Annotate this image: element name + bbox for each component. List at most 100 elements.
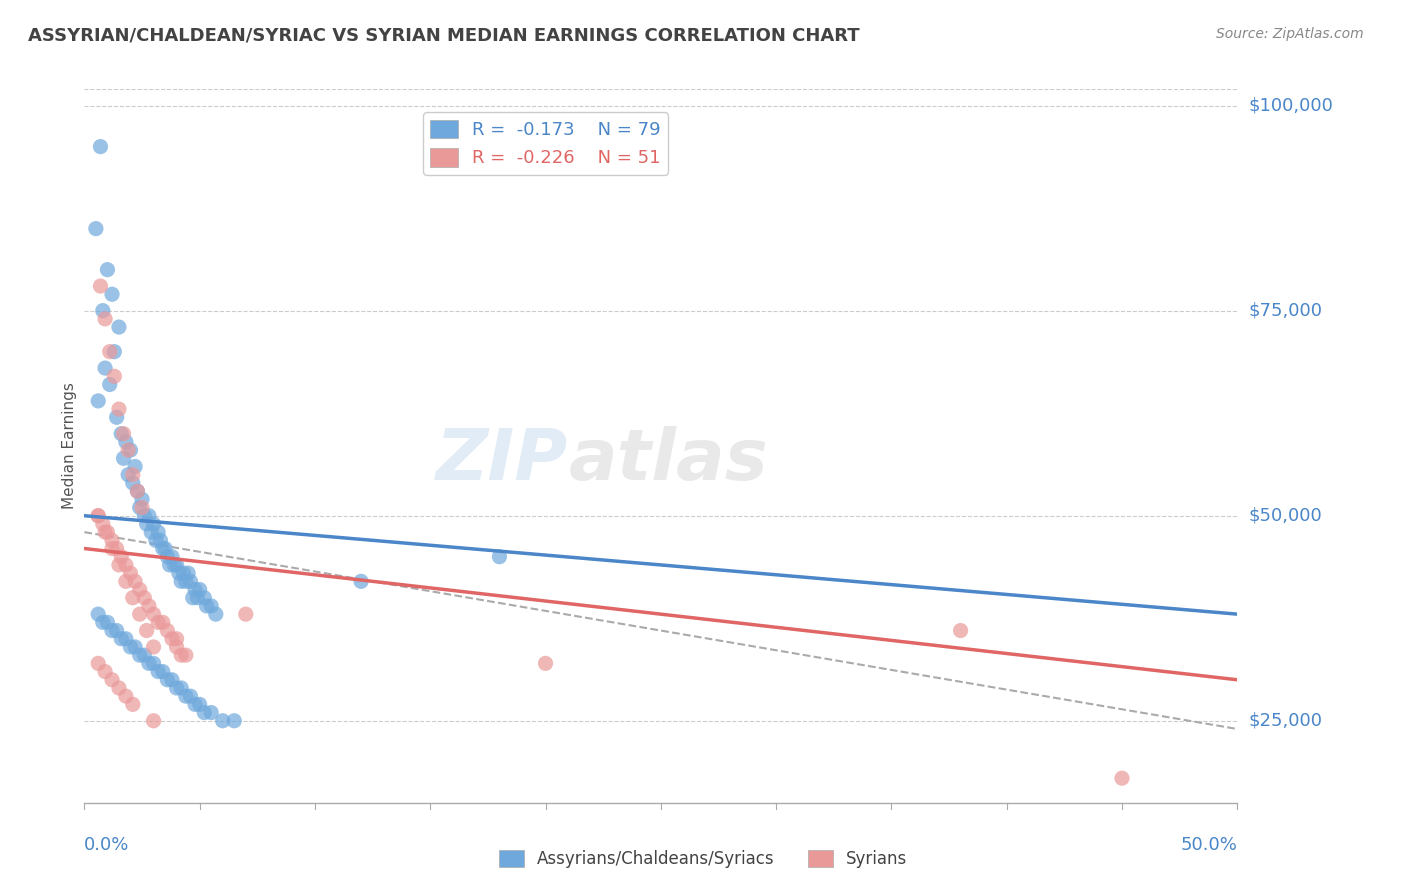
Point xyxy=(103,369,125,384)
Point xyxy=(224,714,246,728)
Point xyxy=(146,615,169,630)
Point xyxy=(94,665,117,679)
Point xyxy=(121,475,143,490)
Point xyxy=(170,648,193,662)
Point xyxy=(142,516,165,531)
Point xyxy=(110,549,132,564)
Point xyxy=(135,624,157,638)
Point xyxy=(181,591,204,605)
Point xyxy=(184,698,207,712)
Point xyxy=(127,484,149,499)
Point xyxy=(184,582,207,597)
Point xyxy=(134,648,156,662)
Legend: Assyrians/Chaldeans/Syriacs, Syrians: Assyrians/Chaldeans/Syriacs, Syrians xyxy=(492,843,914,875)
Point xyxy=(156,673,179,687)
Point xyxy=(145,533,167,548)
Point xyxy=(101,541,124,556)
Point xyxy=(101,624,124,638)
Y-axis label: Median Earnings: Median Earnings xyxy=(62,383,77,509)
Point xyxy=(156,624,179,638)
Point xyxy=(170,681,193,695)
Point xyxy=(128,500,150,515)
Point xyxy=(170,574,193,589)
Point xyxy=(117,443,139,458)
Point xyxy=(128,582,150,597)
Point xyxy=(174,689,197,703)
Point xyxy=(179,574,201,589)
Legend: R =  -0.173    N = 79, R =  -0.226    N = 51: R = -0.173 N = 79, R = -0.226 N = 51 xyxy=(423,112,668,175)
Point xyxy=(142,640,165,654)
Point xyxy=(152,541,174,556)
Point xyxy=(134,591,156,605)
Point xyxy=(160,549,183,564)
Point xyxy=(124,459,146,474)
Point xyxy=(96,262,118,277)
Point xyxy=(96,615,118,630)
Text: ASSYRIAN/CHALDEAN/SYRIAC VS SYRIAN MEDIAN EARNINGS CORRELATION CHART: ASSYRIAN/CHALDEAN/SYRIAC VS SYRIAN MEDIA… xyxy=(28,27,859,45)
Point xyxy=(96,525,118,540)
Point xyxy=(108,558,131,572)
Point xyxy=(138,657,160,671)
Point xyxy=(193,706,215,720)
Point xyxy=(108,402,131,417)
Point xyxy=(146,525,169,540)
Point xyxy=(200,706,222,720)
Point xyxy=(152,615,174,630)
Point xyxy=(91,615,114,630)
Point xyxy=(134,508,156,523)
Text: $100,000: $100,000 xyxy=(1249,96,1333,114)
Point xyxy=(235,607,257,622)
Point xyxy=(115,434,138,449)
Point xyxy=(200,599,222,613)
Point xyxy=(112,451,135,466)
Point xyxy=(94,311,117,326)
Point xyxy=(103,344,125,359)
Point xyxy=(87,508,110,523)
Point xyxy=(149,533,172,548)
Point xyxy=(84,221,107,235)
Point xyxy=(534,657,557,671)
Point xyxy=(160,673,183,687)
Point xyxy=(91,516,114,531)
Point xyxy=(89,279,111,293)
Point xyxy=(105,541,128,556)
Point xyxy=(156,549,179,564)
Point xyxy=(167,566,190,581)
Point xyxy=(98,377,121,392)
Point xyxy=(128,648,150,662)
Point xyxy=(120,566,142,581)
Point xyxy=(101,673,124,687)
Point xyxy=(142,657,165,671)
Point xyxy=(108,681,131,695)
Point xyxy=(166,681,188,695)
Text: Source: ZipAtlas.com: Source: ZipAtlas.com xyxy=(1216,27,1364,41)
Point xyxy=(949,624,972,638)
Text: ZIP: ZIP xyxy=(436,425,568,495)
Point xyxy=(98,344,121,359)
Point xyxy=(87,607,110,622)
Point xyxy=(101,287,124,301)
Point xyxy=(211,714,233,728)
Point xyxy=(166,632,188,646)
Point xyxy=(94,525,117,540)
Text: 50.0%: 50.0% xyxy=(1181,836,1237,854)
Point xyxy=(174,648,197,662)
Point xyxy=(166,640,188,654)
Point xyxy=(173,566,195,581)
Point xyxy=(193,591,215,605)
Point xyxy=(174,574,197,589)
Point xyxy=(153,541,176,556)
Point xyxy=(87,393,110,408)
Point xyxy=(110,426,132,441)
Point xyxy=(115,689,138,703)
Point xyxy=(166,558,188,572)
Point xyxy=(159,558,181,572)
Point xyxy=(101,533,124,548)
Point xyxy=(108,320,131,334)
Point xyxy=(105,410,128,425)
Point xyxy=(124,640,146,654)
Point xyxy=(110,632,132,646)
Point xyxy=(179,689,201,703)
Point xyxy=(186,591,208,605)
Point xyxy=(120,443,142,458)
